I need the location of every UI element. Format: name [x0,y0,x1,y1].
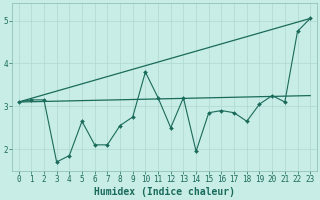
X-axis label: Humidex (Indice chaleur): Humidex (Indice chaleur) [94,186,235,197]
